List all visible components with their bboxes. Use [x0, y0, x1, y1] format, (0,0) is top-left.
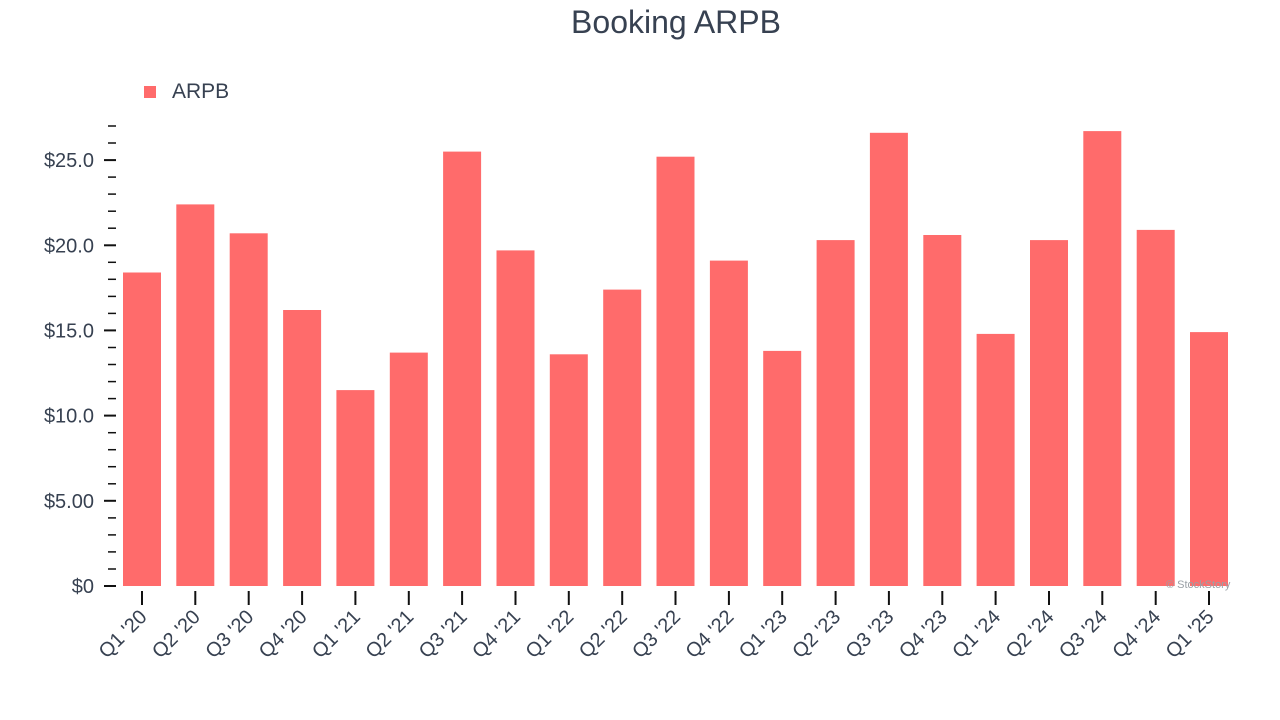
x-tick-label: Q4 '22 [682, 606, 739, 663]
bar [336, 390, 375, 586]
x-tick-label: Q3 '23 [842, 606, 899, 663]
bar [709, 260, 748, 586]
bar [1083, 131, 1122, 586]
x-tick-label: Q4 '21 [468, 606, 525, 663]
x-tick-label: Q2 '21 [362, 606, 419, 663]
bar [123, 272, 161, 586]
x-tick-label: Q1 '22 [522, 606, 579, 663]
legend-label: ARPB [172, 80, 230, 103]
bar [176, 204, 215, 586]
bar [656, 156, 695, 586]
bar [443, 151, 482, 586]
x-tick-label: Q4 '23 [895, 606, 952, 663]
bar [1136, 229, 1175, 586]
bar [923, 235, 962, 586]
x-tick-label: Q3 '21 [415, 606, 472, 663]
x-tick-label: Q2 '20 [148, 606, 205, 663]
y-tick-label: $10.0 [44, 406, 94, 428]
legend: ARPB [144, 80, 229, 104]
y-tick-label: $5.00 [44, 491, 94, 513]
x-tick-label: Q3 '20 [201, 606, 258, 663]
bar [496, 250, 535, 586]
x-tick-label: Q1 '23 [735, 606, 792, 663]
x-tick-label: Q4 '20 [255, 606, 312, 663]
bar [1030, 240, 1068, 586]
bar [229, 233, 268, 587]
bar [869, 132, 908, 587]
y-tick-label: $15.0 [44, 320, 94, 342]
bar [763, 350, 802, 586]
y-tick-label: $25.0 [44, 150, 94, 172]
bar [549, 354, 588, 586]
x-tick-label: Q2 '24 [1002, 606, 1059, 663]
x-tick-label: Q1 '24 [948, 606, 1005, 663]
chart-title: Booking ARPB [571, 4, 781, 40]
x-tick-label: Q3 '22 [628, 606, 685, 663]
bar [283, 310, 322, 586]
x-tick-label: Q1 '21 [308, 606, 365, 663]
x-tick-label: Q3 '24 [1055, 606, 1112, 663]
bar [603, 289, 642, 586]
y-axis: $0 $5.00 $10.0 $15.0 $20.0 $25.0 [44, 125, 116, 598]
watermark: © StockStory [1166, 579, 1231, 591]
legend-swatch [144, 86, 156, 98]
bars-group [123, 131, 1228, 587]
bar [389, 352, 428, 586]
y-tick-label: $20.0 [44, 235, 94, 257]
x-tick-label: Q4 '24 [1108, 606, 1165, 663]
y-tick-label: $0 [72, 576, 94, 598]
bar [1190, 332, 1228, 586]
x-tick-label: Q1 '25 [1162, 606, 1219, 663]
x-tick-label: Q2 '22 [575, 606, 632, 663]
bar [976, 333, 1015, 586]
x-tick-label: Q2 '23 [788, 606, 845, 663]
bar [816, 240, 855, 586]
x-tick-label: Q1 '20 [95, 606, 152, 663]
